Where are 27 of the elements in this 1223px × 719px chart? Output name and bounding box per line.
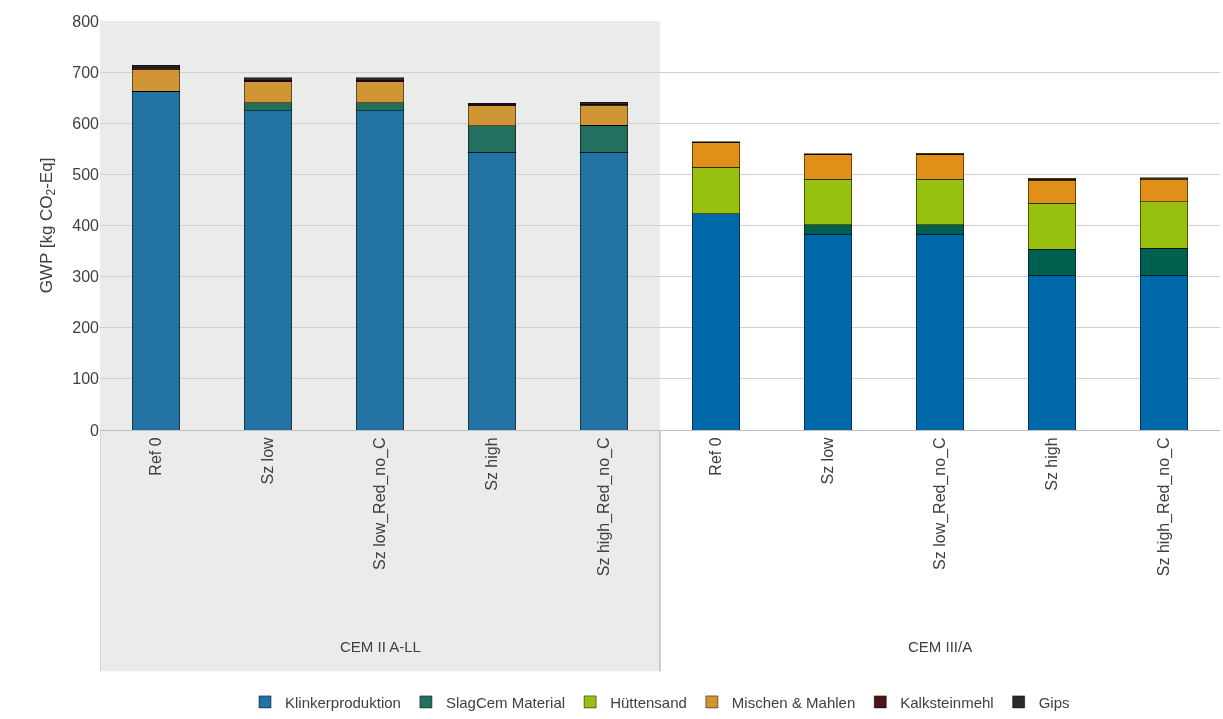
legend-label: Mischen & Mahlen xyxy=(731,693,856,711)
legend-label: Hüttensand xyxy=(610,693,687,711)
legend-label: SlagCem Material xyxy=(445,693,566,711)
x-tick-label: Ref 0 xyxy=(147,437,165,476)
x-tick-label: Sz low_Red_no_C xyxy=(371,437,390,570)
x-tick-label: Sz low xyxy=(819,436,837,485)
legend-label: Klinkerproduktion xyxy=(285,693,401,711)
x-tick-label: Sz low xyxy=(259,436,277,485)
x-tick-label: Sz high xyxy=(1043,437,1061,491)
text: CEM III/A xyxy=(908,638,973,655)
y-tick-label: 0 xyxy=(90,421,100,439)
y-tick-label: 600 xyxy=(72,114,100,132)
y-tick-label: 400 xyxy=(72,217,100,235)
y-tick-label: 500 xyxy=(72,165,100,183)
y-tick-label: 100 xyxy=(72,370,100,388)
y-tick-label: 800 xyxy=(72,12,100,30)
x-tick-label: Sz low_Red_no_C xyxy=(931,437,950,570)
x-tick-label: Sz high xyxy=(483,437,501,491)
x-tick-label: Ref 0 xyxy=(707,437,725,476)
x-tick-label: Sz high_Red_no_C xyxy=(595,437,614,577)
y-tick-label: 300 xyxy=(72,268,100,286)
legend-label: Kalksteinmehl xyxy=(900,693,994,711)
legend-label: Gips xyxy=(1038,693,1070,711)
y-tick-label: 700 xyxy=(72,63,100,81)
text: CEM II A-LL xyxy=(340,638,421,655)
y-tick-label: 200 xyxy=(72,319,100,337)
x-tick-label: Sz high_Red_no_C xyxy=(1155,437,1174,577)
